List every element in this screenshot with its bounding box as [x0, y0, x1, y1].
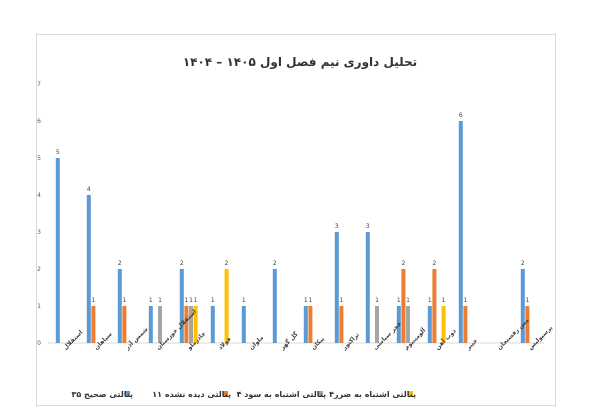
legend-swatch	[318, 391, 323, 396]
data-label: 4	[87, 186, 91, 193]
bar	[396, 306, 401, 343]
category-label: گل گهر	[278, 330, 300, 352]
bar	[189, 306, 193, 343]
bar	[401, 269, 406, 343]
bar	[184, 306, 189, 343]
data-label: 1	[304, 297, 308, 304]
data-label: 1	[122, 297, 126, 304]
bar	[86, 195, 91, 343]
data-label: 1	[428, 297, 432, 304]
bar	[375, 306, 379, 343]
bar	[241, 306, 246, 343]
bar	[525, 306, 530, 343]
bar	[458, 121, 463, 343]
data-label: 2	[180, 260, 184, 267]
bar	[308, 306, 313, 343]
data-label: 2	[118, 260, 122, 267]
category-label: سپاهان	[93, 331, 114, 352]
data-label: 1	[242, 297, 246, 304]
bar	[193, 306, 198, 343]
data-label: 1	[339, 297, 343, 304]
data-label: 1	[91, 297, 95, 304]
data-label: 5	[56, 149, 60, 156]
category-label: استقلال	[62, 329, 84, 351]
data-label: 1	[158, 297, 162, 304]
y-tick-label: 1	[37, 303, 41, 310]
y-tick-label: 2	[37, 266, 41, 273]
legend-swatch	[408, 391, 413, 396]
y-tick-label: 3	[37, 229, 41, 236]
data-label: 1	[308, 297, 312, 304]
bar	[463, 306, 468, 343]
legend-swatch	[223, 391, 228, 396]
data-label: 6	[459, 112, 463, 119]
data-label: 1	[442, 297, 446, 304]
category-label: آلومینیوم	[402, 325, 428, 351]
bar	[55, 158, 60, 343]
data-label: 2	[225, 260, 229, 267]
data-label: 1	[211, 297, 215, 304]
axes: 0 1 2 3 4 5 6 7	[37, 81, 544, 347]
data-label: 2	[432, 260, 436, 267]
legend-label: پنالتی دیده نشده ۱۱	[152, 390, 231, 399]
y-tick-label: 7	[37, 81, 41, 88]
bar	[158, 306, 162, 343]
bar	[432, 269, 437, 343]
data-label: 1	[149, 297, 153, 304]
data-label: 1	[194, 297, 198, 304]
bar	[520, 269, 525, 343]
bar	[91, 306, 96, 343]
bar	[210, 306, 215, 343]
data-label: 2	[401, 260, 405, 267]
category-label: پرسپولیس	[527, 324, 554, 351]
legend: پنالتی صحیح ۳۵ پنالتی دیده نشده ۱۱ پنالتی …	[72, 390, 417, 399]
bars	[55, 121, 530, 343]
bar	[303, 306, 308, 343]
bar	[117, 269, 122, 343]
data-label: 1	[189, 297, 193, 304]
data-label: 1	[406, 297, 410, 304]
category-label: فولاد	[217, 336, 233, 352]
bar	[441, 306, 446, 343]
chart-title: تحلیل داوری نیم فصل اول ۱۴۰۵ – ۱۴۰۴	[183, 55, 417, 70]
chart-frame	[36, 34, 556, 406]
data-label: 1	[463, 297, 467, 304]
data-label: 1	[397, 297, 401, 304]
data-label: 1	[375, 297, 379, 304]
data-label: 1	[184, 297, 188, 304]
bar	[427, 306, 432, 343]
legend-label: پنالتی اشتباه به سود ۴	[237, 390, 326, 399]
bar	[122, 306, 127, 343]
y-tick-label: 4	[37, 192, 41, 199]
bar	[406, 306, 410, 343]
bar	[334, 232, 339, 343]
bar	[179, 269, 184, 343]
legend-swatch	[125, 391, 130, 396]
legend-label: پنالتی صحیح ۳۵	[72, 390, 134, 399]
bar	[339, 306, 344, 343]
data-label: 2	[273, 260, 277, 267]
bar	[272, 269, 277, 343]
data-label: 3	[335, 223, 339, 230]
category-labels: استقلال سپاهان شمس آذر استقلال خوزستانچادرم…	[62, 308, 554, 352]
data-label: 3	[366, 223, 370, 230]
y-tick-label: 6	[37, 118, 41, 125]
data-label: 1	[525, 297, 529, 304]
y-tick-label: 0	[37, 340, 41, 347]
bar	[148, 306, 153, 343]
bar	[224, 269, 229, 343]
legend-label: پنالتی اشتباه به ضرر۴	[329, 390, 416, 399]
data-label: 2	[521, 260, 525, 267]
y-tick-label: 5	[37, 155, 41, 162]
bar	[365, 232, 370, 343]
